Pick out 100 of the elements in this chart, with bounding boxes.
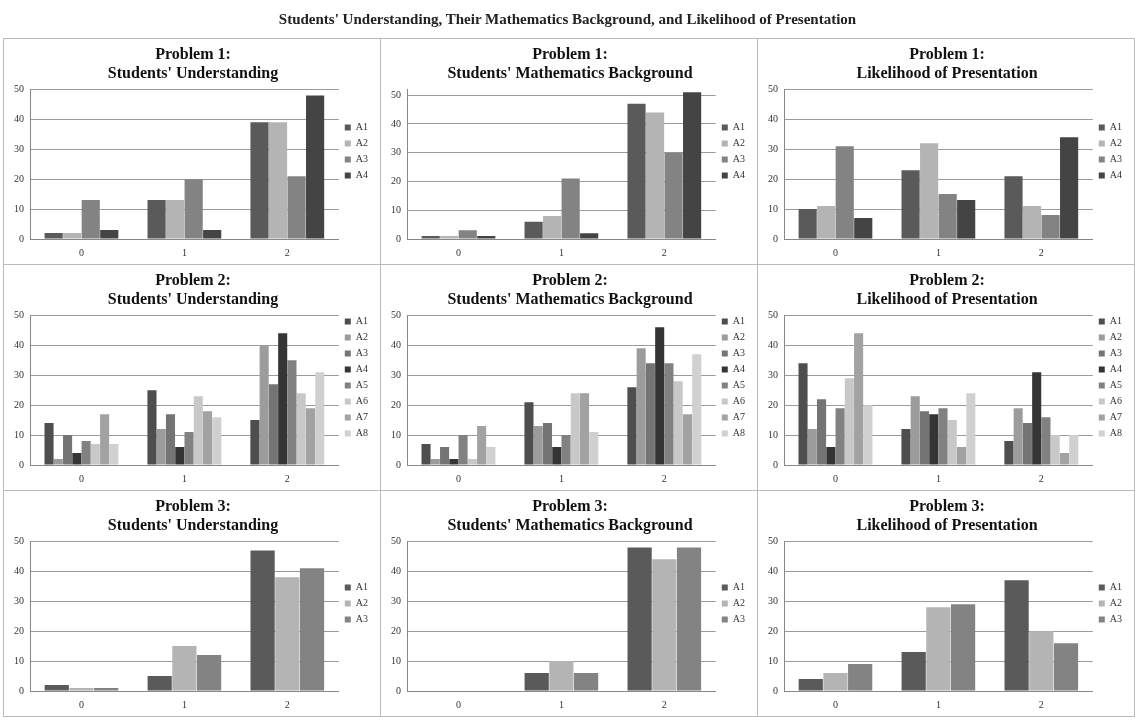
y-tick-label: 20 xyxy=(391,624,401,636)
y-tick-label: 20 xyxy=(391,398,401,410)
y-tick-label: 20 xyxy=(768,624,778,636)
legend-label: A4 xyxy=(1109,363,1123,375)
y-tick-label: 50 xyxy=(14,83,24,95)
y-tick-label: 0 xyxy=(19,232,24,244)
legend-label: A3 xyxy=(1109,153,1123,165)
y-tick-label: 30 xyxy=(14,368,24,380)
x-tick-label: 2 xyxy=(1038,698,1044,710)
legend-label: A7 xyxy=(1109,411,1123,423)
chart-title: Problem 1: xyxy=(909,44,985,62)
legend-label: A2 xyxy=(732,597,746,609)
legend-label: A5 xyxy=(355,379,369,391)
y-tick-label: 20 xyxy=(14,172,24,184)
y-tick-label: 10 xyxy=(14,428,24,440)
y-tick-label: 40 xyxy=(14,112,24,124)
x-tick-label: 1 xyxy=(935,472,941,484)
x-tick-label: 1 xyxy=(181,246,187,258)
chart-subtitle: Likelihood of Presentation xyxy=(856,289,1038,307)
x-tick-label: 0 xyxy=(832,472,838,484)
y-tick-label: 40 xyxy=(768,112,778,124)
chart-subtitle: Students' Understanding xyxy=(107,63,279,82)
legend-label: A6 xyxy=(1109,395,1123,407)
y-tick-label: 0 xyxy=(19,684,24,696)
legend-label: A4 xyxy=(732,363,746,375)
y-tick-label: 10 xyxy=(768,428,778,440)
legend-label: A2 xyxy=(1109,137,1123,149)
x-tick-label: 0 xyxy=(455,698,461,710)
legend-label: A8 xyxy=(355,427,369,439)
y-tick-label: 40 xyxy=(14,564,24,576)
legend-label: A4 xyxy=(355,363,369,375)
x-tick-label: 0 xyxy=(832,698,838,710)
y-tick-label: 50 xyxy=(14,309,24,321)
legend-label: A1 xyxy=(1109,121,1123,133)
legend-label: A1 xyxy=(732,315,746,327)
y-tick-label: 10 xyxy=(391,654,401,666)
y-tick-label: 0 xyxy=(773,684,778,696)
legend-label: A7 xyxy=(732,411,746,423)
y-tick-label: 10 xyxy=(391,203,401,215)
legend-label: A1 xyxy=(1109,315,1123,327)
legend-label: A1 xyxy=(355,315,369,327)
legend-label: A2 xyxy=(732,137,746,149)
legend-label: A6 xyxy=(732,395,746,407)
y-tick-label: 30 xyxy=(391,594,401,606)
x-tick-label: 2 xyxy=(284,246,290,258)
chart-title: Problem 3: xyxy=(532,496,608,514)
legend-label: A4 xyxy=(355,169,369,181)
y-tick-label: 50 xyxy=(768,309,778,321)
y-tick-label: 40 xyxy=(768,338,778,350)
legend-label: A2 xyxy=(355,597,369,609)
legend-label: A3 xyxy=(1109,347,1123,359)
x-tick-label: 1 xyxy=(558,698,564,710)
y-tick-label: 0 xyxy=(773,232,778,244)
y-tick-label: 0 xyxy=(396,458,401,470)
y-tick-label: 30 xyxy=(768,142,778,154)
x-tick-label: 0 xyxy=(832,246,838,258)
y-tick-label: 30 xyxy=(14,142,24,154)
x-tick-label: 0 xyxy=(78,698,84,710)
legend-label: A2 xyxy=(1109,597,1123,609)
legend-label: A2 xyxy=(1109,331,1123,343)
x-tick-label: 2 xyxy=(1038,472,1044,484)
legend-label: A1 xyxy=(355,581,369,593)
legend-label: A1 xyxy=(732,581,746,593)
x-tick-label: 0 xyxy=(455,472,461,484)
legend-label: A1 xyxy=(355,121,369,133)
chart-title: Problem 2: xyxy=(909,270,985,288)
legend-label: A2 xyxy=(355,331,369,343)
y-tick-label: 10 xyxy=(768,202,778,214)
x-tick-label: 2 xyxy=(284,698,290,710)
y-tick-label: 50 xyxy=(14,535,24,547)
legend-label: A3 xyxy=(1109,613,1123,625)
x-tick-label: 1 xyxy=(558,246,564,258)
legend-label: A3 xyxy=(355,347,369,359)
x-tick-label: 2 xyxy=(661,246,667,258)
legend-label: A3 xyxy=(355,153,369,165)
chart-title: Problem 3: xyxy=(155,496,231,514)
y-tick-label: 20 xyxy=(14,398,24,410)
y-tick-label: 40 xyxy=(14,338,24,350)
x-tick-label: 2 xyxy=(661,472,667,484)
legend-label: A7 xyxy=(355,411,369,423)
y-tick-label: 20 xyxy=(14,624,24,636)
chart-subtitle: Students' Understanding xyxy=(107,515,279,534)
chart-subtitle: Likelihood of Presentation xyxy=(856,63,1038,81)
y-tick-label: 30 xyxy=(14,594,24,606)
chart-title: Problem 3: xyxy=(909,496,985,514)
y-tick-label: 30 xyxy=(768,368,778,380)
y-tick-label: 10 xyxy=(14,202,24,214)
legend-label: A3 xyxy=(732,153,746,165)
y-tick-label: 0 xyxy=(396,684,401,696)
y-tick-label: 10 xyxy=(14,654,24,666)
legend-label: A3 xyxy=(732,613,746,625)
legend-label: A2 xyxy=(732,331,746,343)
x-tick-label: 1 xyxy=(181,698,187,710)
chart-title: Problem 1: xyxy=(532,44,608,62)
legend-label: A8 xyxy=(732,427,746,439)
y-tick-label: 50 xyxy=(768,535,778,547)
y-tick-label: 50 xyxy=(391,88,401,100)
y-tick-label: 20 xyxy=(391,175,401,187)
legend-label: A4 xyxy=(732,169,746,181)
y-tick-label: 30 xyxy=(391,368,401,380)
